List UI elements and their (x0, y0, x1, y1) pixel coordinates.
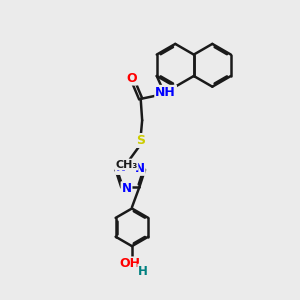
Text: OH: OH (120, 257, 141, 271)
Text: O: O (127, 72, 137, 85)
Text: N: N (116, 161, 126, 174)
Text: H: H (138, 265, 148, 278)
Text: N: N (135, 162, 145, 175)
Text: CH₃: CH₃ (115, 160, 137, 170)
Text: NH: NH (155, 86, 176, 99)
Text: N: N (122, 182, 131, 195)
Text: S: S (136, 134, 145, 147)
